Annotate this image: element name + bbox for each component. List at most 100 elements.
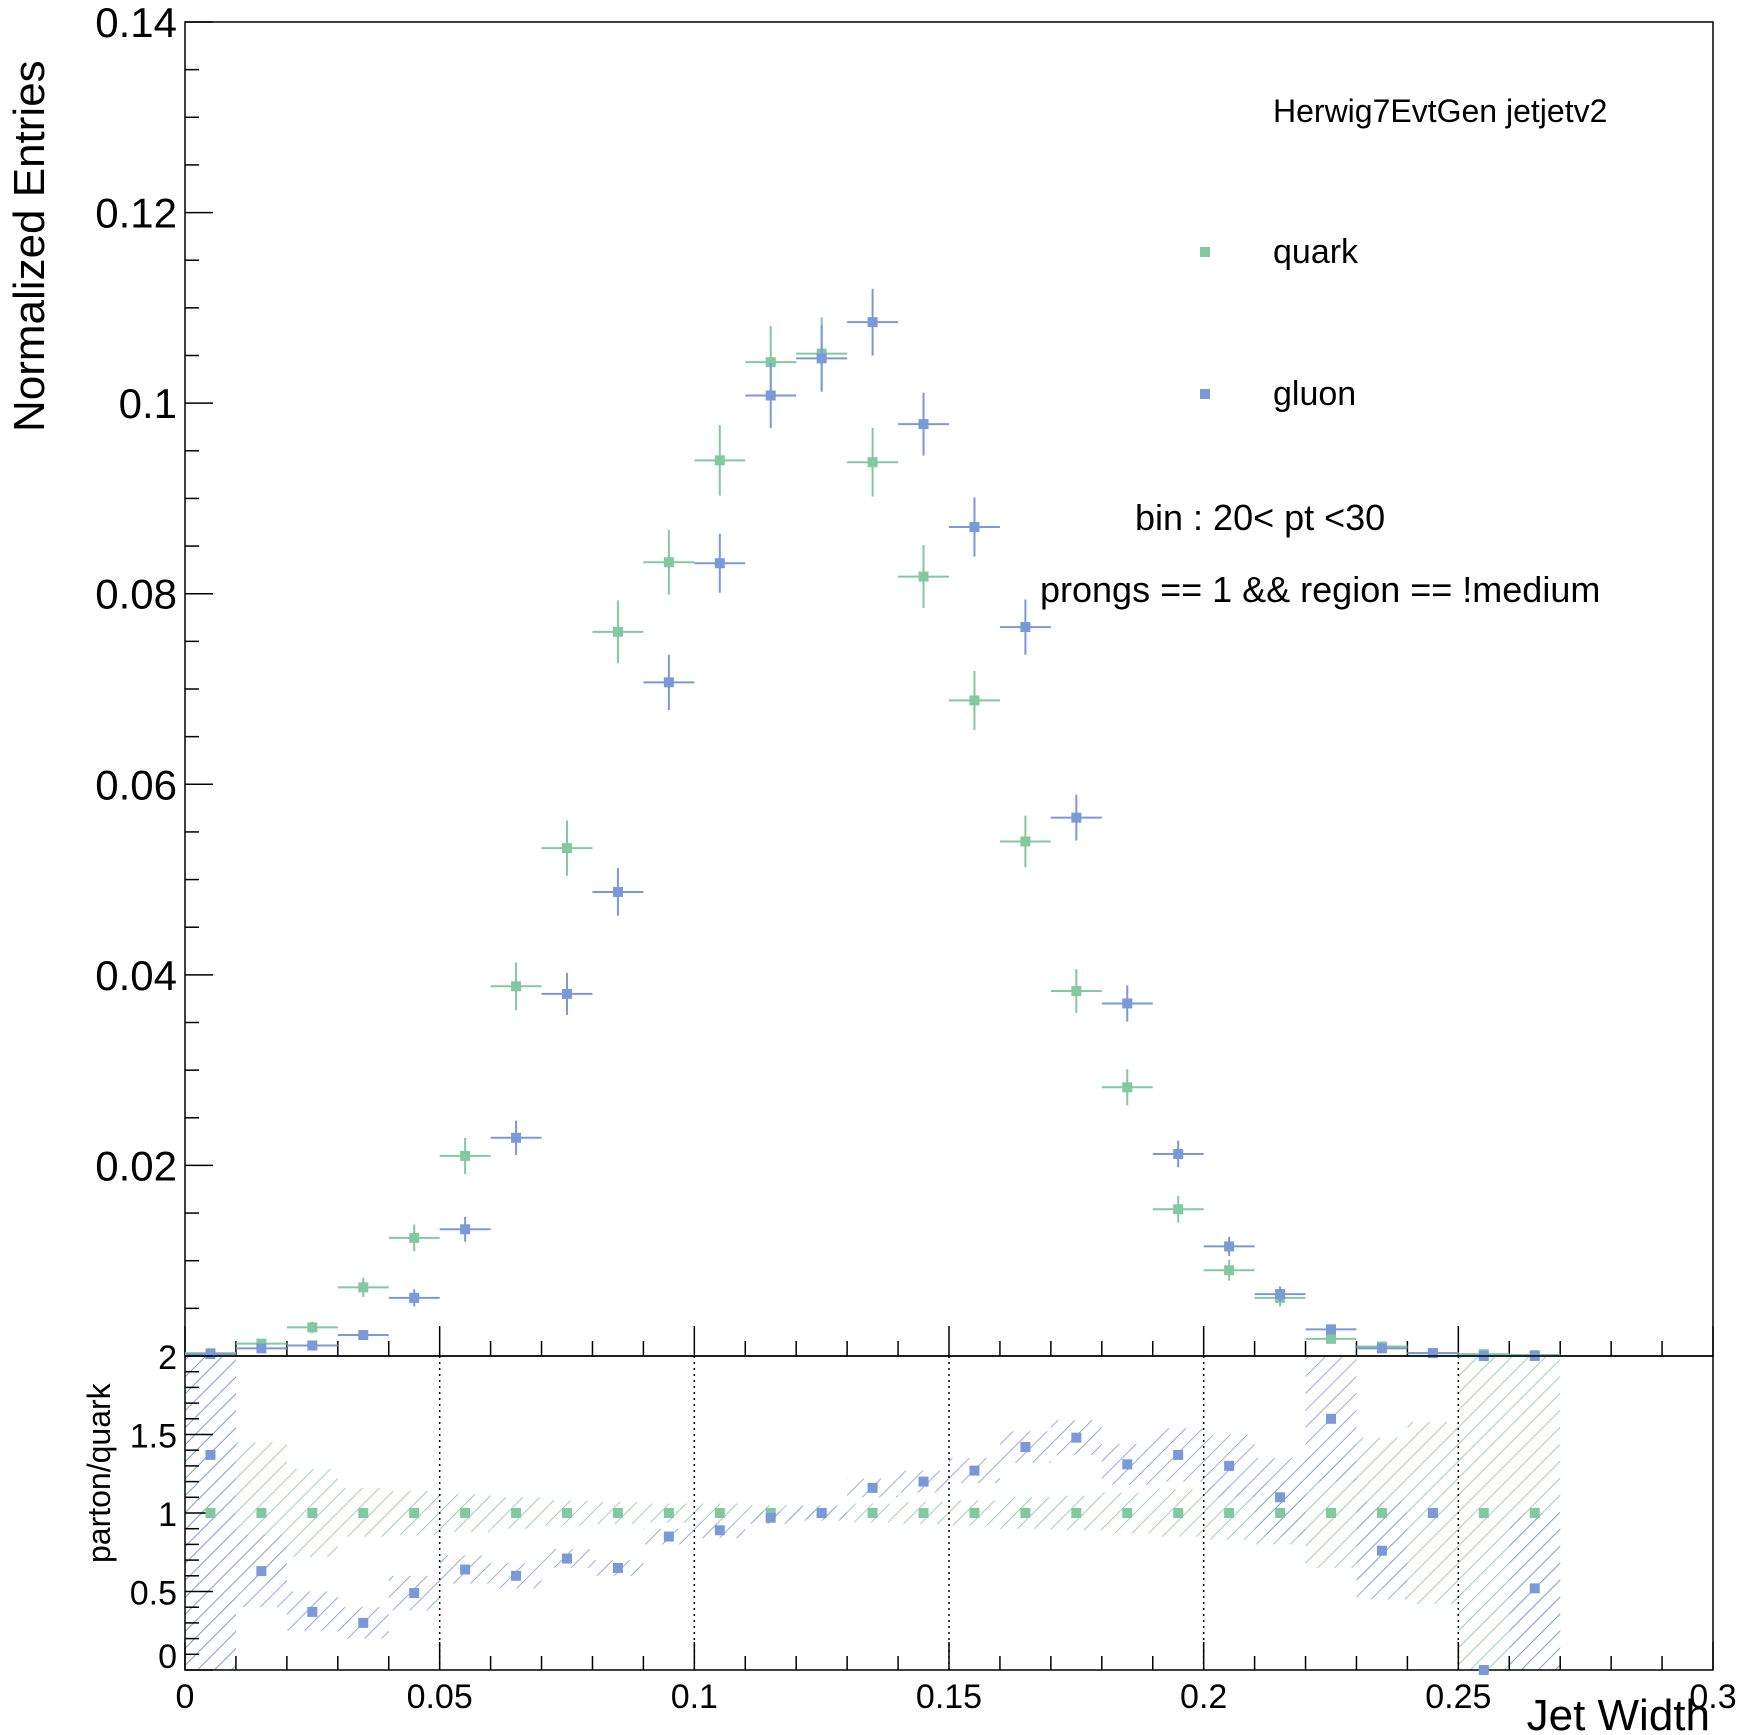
quark-point — [765, 357, 776, 368]
quark-point — [511, 981, 522, 992]
quark-ratio-point — [969, 1508, 980, 1518]
gluon-point — [918, 419, 929, 430]
gluon-ratio-point — [1478, 1665, 1489, 1675]
gluon-ratio-point — [1020, 1442, 1031, 1453]
main-y-tick-label: 0.02 — [95, 1142, 177, 1189]
gluon-ratio-point — [867, 1482, 878, 1493]
gluon-point — [1122, 998, 1133, 1009]
ratio-x-grid — [438, 1356, 1460, 1670]
gluon-point — [1224, 1241, 1235, 1252]
quark-ratio-point — [307, 1508, 318, 1518]
gluon-ratio-point — [1173, 1449, 1184, 1460]
ratio-y-tick-label: 0.5 — [130, 1575, 177, 1613]
gluon-point — [714, 558, 725, 569]
quark-point — [1326, 1333, 1336, 1344]
gluon-point — [1376, 1343, 1387, 1354]
gluon-point — [205, 1349, 216, 1360]
gluon-point — [1173, 1148, 1184, 1159]
gluon-ratio-point — [1122, 1459, 1133, 1470]
gluon-ratio-point — [1376, 1545, 1387, 1556]
quark-point — [663, 557, 674, 568]
main-panel: Normalized Entries 0.020.040.060.080.10.… — [5, 0, 1714, 1361]
quark-point — [1071, 986, 1082, 997]
ratio-panel: 0 0.5 1 1.5 2 0 0.05 0.1 0.15 0.2 0.25 0.3 parton/… — [81, 1339, 1737, 1735]
gluon-ratio-point — [1529, 1583, 1540, 1594]
gluon-point — [1020, 622, 1031, 633]
gluon-ratio-point — [612, 1562, 623, 1573]
gluon-ratio-point — [918, 1476, 929, 1487]
quark-ratio-point — [1020, 1508, 1031, 1518]
gluon-ratio-point — [256, 1566, 267, 1577]
quark-ratio-point — [1275, 1508, 1286, 1518]
gluon-point — [663, 677, 674, 688]
main-y-tick-labels: 0.02 0.04 0.06 0.08 0.1 0.12 0.14 — [95, 0, 177, 1189]
gluon-point — [409, 1292, 420, 1303]
quark-point — [1122, 1082, 1133, 1093]
ratio-y-axis-label: parton/quark — [81, 1382, 117, 1563]
quark-ratio-point — [256, 1508, 267, 1518]
gluon-ratio-point — [765, 1512, 776, 1523]
quark-ratio-point — [205, 1508, 216, 1518]
legend: quark gluon — [1200, 233, 1359, 413]
quark-point — [714, 455, 725, 466]
main-y-tick-label: 0.12 — [95, 190, 177, 237]
gluon-ratio-point — [511, 1570, 522, 1581]
ratio-x-tick-label: 0.15 — [916, 1678, 982, 1716]
ratio-x-tick-label: 0.05 — [407, 1678, 473, 1716]
gluon-point — [612, 886, 623, 897]
x-axis-label: Jet Width — [1527, 1691, 1710, 1735]
quark-ratio-point — [663, 1508, 674, 1518]
gluon-point — [511, 1132, 522, 1143]
main-y-tick-label: 0.04 — [95, 952, 177, 999]
gluon-ratio-point — [714, 1525, 725, 1536]
quark-point — [358, 1282, 369, 1293]
main-y-axis-label: Normalized Entries — [5, 60, 54, 432]
gluon-point — [256, 1343, 267, 1354]
ratio-y-tick-label: 1 — [158, 1496, 177, 1534]
gluon-point — [867, 317, 878, 328]
quark-ratio-point — [409, 1508, 420, 1518]
ratio-x-tick-label: 0.2 — [1180, 1678, 1227, 1716]
quark-ratio-point — [918, 1508, 929, 1518]
main-y-tick-label: 0.14 — [95, 0, 177, 46]
header-annotation: Herwig7EvtGen jetjetv2 — [1273, 93, 1607, 129]
quark-point — [1020, 836, 1031, 847]
quark-point — [1224, 1265, 1235, 1276]
ratio-y-tick-label: 2 — [158, 1339, 177, 1377]
ratio-y-tick-label: 1.5 — [130, 1418, 177, 1456]
gluon-ratio-point — [460, 1564, 471, 1575]
gluon-point — [358, 1330, 369, 1341]
legend-label-quark: quark — [1273, 233, 1359, 271]
gluon-point — [816, 353, 827, 364]
quark-ratio-point — [511, 1508, 522, 1518]
quark-ratio-point — [1122, 1508, 1133, 1518]
ratio-x-tick-labels: 0 0.05 0.1 0.15 0.2 0.25 0.3 — [176, 1678, 1737, 1716]
quark-point — [612, 626, 623, 637]
main-y-ticks — [185, 21, 213, 1310]
gluon-ratio-point — [1427, 1508, 1438, 1518]
ratio-y-tick-label: 0 — [158, 1638, 177, 1676]
gluon-ratio-point — [562, 1553, 572, 1564]
quark-point — [867, 457, 878, 468]
quark-ratio-point — [612, 1508, 623, 1518]
gluon-point — [1326, 1324, 1336, 1335]
main-y-tick-label: 0.08 — [95, 571, 177, 618]
gluon-point — [460, 1224, 471, 1235]
quark-ratio-point — [358, 1508, 369, 1518]
ratio-x-tick-label: 0.3 — [1689, 1678, 1736, 1716]
quark-point — [562, 843, 572, 854]
quark-ratio-point — [460, 1508, 471, 1518]
quark-ratio-point — [1224, 1508, 1235, 1518]
quark-point — [969, 695, 980, 706]
ratio-x-tick-label: 0 — [176, 1678, 195, 1716]
gluon-ratio-point — [205, 1449, 216, 1460]
ratio-y-tick-labels: 0 0.5 1 1.5 2 — [130, 1339, 177, 1676]
gluon-ratio-point — [307, 1606, 318, 1617]
ratio-series — [205, 1413, 1540, 1675]
ratio-x-tick-label: 0.1 — [671, 1678, 718, 1716]
ratio-ticks — [184, 1355, 1714, 1671]
quark-ratio-point — [1173, 1508, 1184, 1518]
quark-point — [918, 571, 929, 582]
quark-ratio-point — [1326, 1508, 1336, 1518]
